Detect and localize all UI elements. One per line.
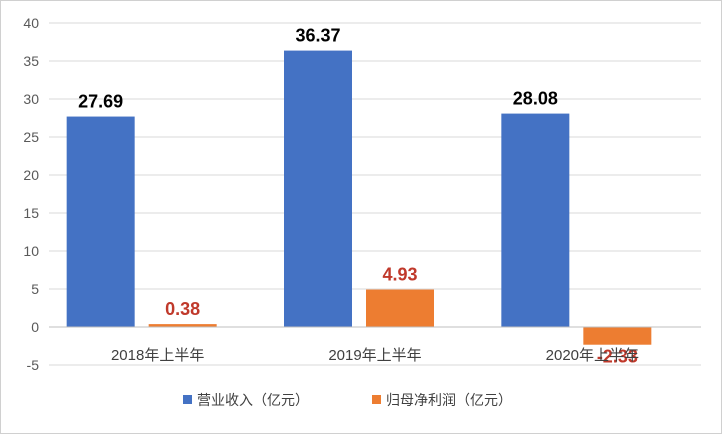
x-category-label: 2020年上半年 (546, 347, 639, 364)
y-tick-label: 30 (23, 91, 39, 107)
y-tick-label: 0 (31, 319, 39, 335)
data-label-series1-2: 36.37 (295, 26, 340, 46)
legend-label-2: 归母净利润（亿元） (386, 392, 512, 409)
data-label-series2-1: 0.38 (165, 299, 200, 319)
x-category-label: 2019年上半年 (328, 347, 421, 364)
legend-swatch-2 (372, 395, 381, 404)
y-tick-label: 40 (23, 15, 39, 31)
bar-series2-1 (148, 324, 217, 327)
y-tick-label: 20 (23, 167, 39, 183)
bar-series1-2 (284, 50, 352, 327)
legend: 营业收入（亿元） 归母净利润（亿元） (183, 392, 512, 409)
data-label-series2-2: 4.93 (382, 265, 417, 285)
bar-series1-3 (501, 113, 570, 327)
x-axis-category-labels: 2018年上半年 2019年上半年 2020年上半年 (111, 347, 639, 364)
data-labels: 27.69 0.38 36.37 4.93 28.08 -2.33 (78, 26, 638, 367)
y-tick-label: -5 (27, 357, 40, 373)
bars (66, 50, 652, 345)
data-label-series2-3: -2.33 (597, 347, 638, 367)
y-tick-label: 35 (23, 53, 39, 69)
legend-swatch-1 (183, 395, 192, 404)
x-category-label: 2018年上半年 (111, 347, 204, 364)
bar-series1-1 (66, 116, 135, 327)
y-axis-tick-labels: -5 0 5 10 15 20 25 30 35 40 (23, 15, 39, 373)
legend-label-1: 营业收入（亿元） (197, 393, 309, 409)
y-tick-label: 15 (23, 205, 39, 221)
y-tick-label: 25 (23, 129, 39, 145)
gridlines (49, 22, 701, 366)
y-tick-label: 10 (23, 243, 39, 259)
bar-series2-2 (366, 289, 434, 327)
y-tick-label: 5 (31, 281, 39, 297)
bar-series2-3 (583, 327, 652, 345)
data-label-series1-3: 28.08 (513, 89, 558, 109)
data-label-series1-1: 27.69 (78, 92, 123, 112)
